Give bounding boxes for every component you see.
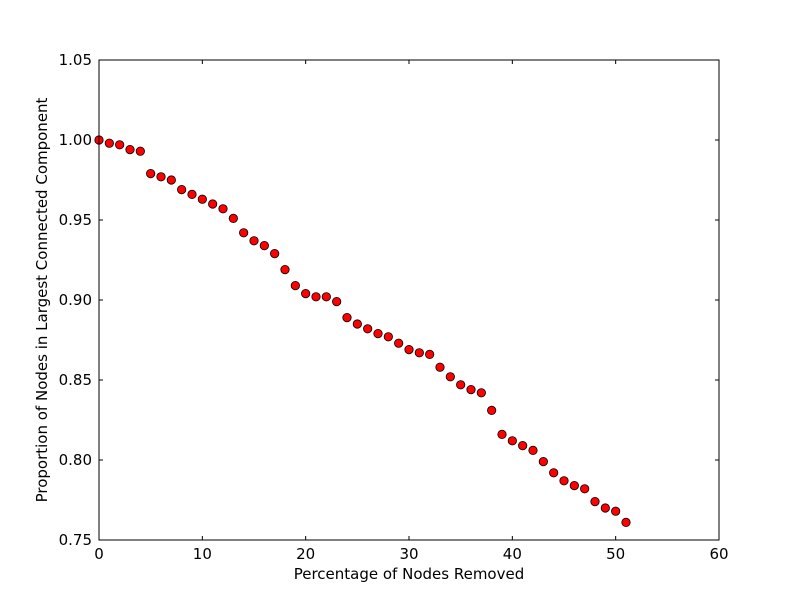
data-point	[332, 296, 342, 307]
data-point	[197, 194, 207, 204]
data-point	[445, 372, 455, 382]
data-point	[352, 319, 362, 329]
x-tick-label: 20	[296, 545, 315, 563]
data-point	[125, 145, 135, 155]
data-point	[156, 172, 166, 182]
data-point	[208, 199, 218, 209]
data-point	[228, 213, 238, 223]
y-tick-label: 0.75	[59, 531, 92, 549]
data-point	[239, 228, 249, 238]
data-point	[342, 312, 352, 323]
data-point	[311, 292, 321, 302]
data-point	[528, 445, 538, 455]
data-point	[270, 249, 280, 259]
data-point	[383, 332, 393, 342]
y-axis-title: Proportion of Nodes in Largest Connected…	[33, 97, 51, 502]
data-point	[621, 517, 631, 528]
data-point	[259, 241, 269, 251]
data-point	[538, 456, 548, 467]
x-tick-label: 60	[709, 545, 728, 563]
data-point	[559, 476, 569, 486]
data-point	[115, 140, 125, 150]
data-point	[166, 175, 176, 185]
data-point	[301, 288, 311, 299]
data-point	[290, 280, 300, 291]
data-point	[507, 436, 517, 446]
data-point	[373, 328, 383, 339]
x-tick-label: 0	[94, 545, 104, 563]
data-point	[146, 169, 156, 179]
data-point	[600, 503, 610, 513]
data-point	[321, 292, 331, 302]
plot-background	[99, 60, 719, 540]
data-point	[394, 338, 404, 348]
x-tick-label: 40	[503, 545, 522, 563]
y-tick-label: 0.80	[59, 451, 92, 469]
data-point	[466, 384, 476, 395]
data-point	[218, 204, 228, 214]
data-point	[177, 185, 187, 195]
data-point	[187, 189, 197, 199]
data-point	[569, 480, 579, 491]
data-point	[280, 264, 290, 275]
data-point	[456, 380, 466, 390]
data-point	[590, 496, 600, 507]
data-point	[135, 146, 145, 156]
data-point	[104, 138, 114, 148]
data-point	[580, 484, 590, 494]
x-tick-label: 30	[399, 545, 418, 563]
y-tick-label: 0.95	[59, 211, 92, 229]
y-tick-label: 1.05	[59, 51, 92, 69]
data-point	[404, 344, 414, 355]
data-point	[476, 388, 486, 398]
data-point	[435, 362, 445, 372]
x-tick-label: 50	[606, 545, 625, 563]
data-point	[414, 348, 424, 358]
data-point	[497, 429, 507, 439]
data-point	[363, 324, 373, 334]
y-tick-label: 0.90	[59, 291, 92, 309]
data-point	[549, 468, 559, 478]
data-point	[425, 349, 435, 359]
x-axis-title: Percentage of Nodes Removed	[294, 565, 525, 583]
x-tick-label: 10	[193, 545, 212, 563]
data-point	[518, 440, 528, 451]
data-point	[249, 236, 259, 246]
plot-frame	[98, 59, 720, 541]
axis-tick-labels: 0 10 20 30 40 50 60 0.75 0.80 0.85 0.90 0.95 1.00 1.0…	[59, 51, 729, 563]
data-points	[94, 135, 631, 528]
y-tick-label: 0.85	[59, 371, 92, 389]
data-point	[487, 405, 497, 415]
y-tick-label: 1.00	[59, 131, 92, 149]
data-point	[611, 506, 621, 516]
